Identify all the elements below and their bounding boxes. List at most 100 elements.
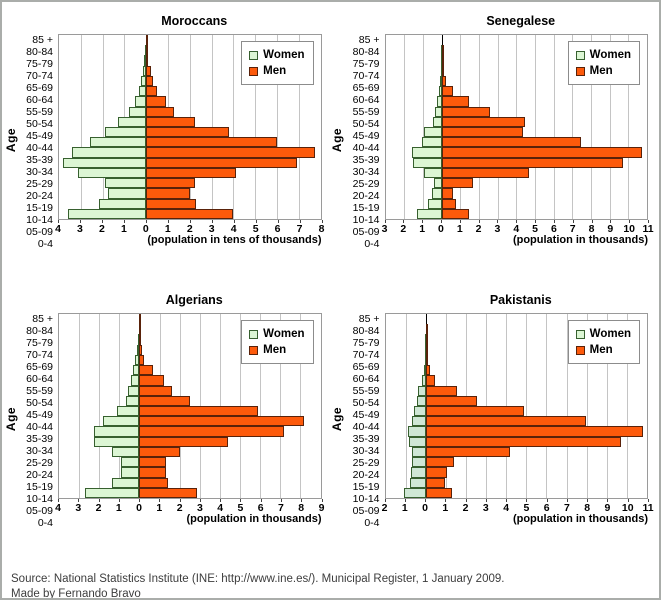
y-axis-title: Age <box>4 406 19 432</box>
bar-men <box>441 147 643 158</box>
bar-women <box>423 365 426 376</box>
bar-women <box>437 96 442 107</box>
bar-women <box>403 487 426 498</box>
gridline <box>606 314 608 498</box>
x-tick-label: 1 <box>115 501 122 514</box>
chart-title: Algerians <box>165 293 223 307</box>
bar-men <box>146 126 229 138</box>
age-tick-label: 75-79 <box>352 337 380 349</box>
bar-men <box>441 65 444 76</box>
legend-label-men: Men <box>263 65 287 77</box>
gridline <box>586 314 588 498</box>
gridline <box>405 314 407 498</box>
age-tick-label: 70-74 <box>26 349 53 361</box>
x-tick-label: 6 <box>257 501 264 514</box>
chart-body: Age 85 +80-84 75-79 70-74 65-69 60-64 55-59 50… <box>4 313 331 529</box>
bar-men <box>425 385 457 396</box>
bar-women <box>117 405 140 417</box>
bar-women <box>434 106 442 117</box>
legend-label-men: Men <box>589 344 613 356</box>
x-tick-label: 8 <box>584 501 591 514</box>
bar-women <box>416 208 442 219</box>
age-tick-label: 60-64 <box>26 373 53 385</box>
bar-women <box>411 147 442 158</box>
legend-label-women: Women <box>263 328 305 340</box>
age-tick-label: 05-09 <box>352 226 380 238</box>
x-tick-label: 4 <box>230 222 237 235</box>
gridline <box>628 35 630 219</box>
x-tick-label: 3 <box>75 501 82 514</box>
bar-men <box>441 167 530 179</box>
legend-item-women: Women <box>575 326 631 342</box>
x-tick-label: 1 <box>456 222 463 235</box>
gridline <box>99 314 101 498</box>
bar-men <box>139 314 142 325</box>
bar-women <box>135 96 147 107</box>
x-tick-label: 1 <box>401 501 408 514</box>
x-tick-label: 2 <box>95 501 102 514</box>
x-tick-label: 6 <box>543 501 550 514</box>
women-swatch-icon <box>249 50 259 60</box>
x-tick-mark <box>404 498 406 502</box>
bar-women <box>412 446 426 458</box>
x-axis-ticks: 2 1 0 1 2 3 4 5 6 7 8 9 10 11 <box>382 498 654 514</box>
x-tick-label: 5 <box>532 222 538 235</box>
x-tick-mark <box>167 219 169 223</box>
x-tick-mark <box>506 498 508 502</box>
x-tick-mark <box>485 498 487 502</box>
age-tick-label: 55-59 <box>352 385 380 397</box>
bar-women <box>428 198 442 209</box>
legend-item-women: Women <box>249 47 305 63</box>
x-tick-mark <box>553 219 555 223</box>
bar-men <box>441 137 581 148</box>
legend-item-men: Men <box>575 342 631 358</box>
gridline <box>609 35 611 219</box>
x-tick-label: 3 <box>77 222 83 235</box>
women-swatch-icon <box>575 329 585 339</box>
gridline <box>553 35 555 219</box>
age-tick-label: 45-49 <box>26 130 53 142</box>
x-tick-mark <box>478 219 480 223</box>
y-axis-tick-labels: 85 +80-84 75-79 70-74 65-69 60-64 55-59 50-54 4… <box>345 313 385 529</box>
x-tick-mark <box>572 219 574 223</box>
age-tick-label: 40-44 <box>352 142 380 154</box>
x-axis-title: (population in tens of thousands) <box>147 234 322 246</box>
age-tick-label: 65-69 <box>352 361 380 373</box>
bar-men <box>146 55 149 66</box>
bar-women <box>137 344 140 355</box>
bar-women <box>414 405 426 417</box>
age-tick-label: 55-59 <box>352 106 380 118</box>
age-tick-label: 80-84 <box>352 325 380 337</box>
bar-men <box>139 487 197 498</box>
age-tick-label: 10-14 <box>26 493 53 505</box>
x-axis-title: (population in thousands) <box>512 234 648 246</box>
x-axis-ticks: 4 3 2 1 0 1 2 3 4 5 6 7 8 <box>55 219 324 235</box>
men-swatch-icon <box>575 345 585 355</box>
x-tick-label: 0 <box>136 501 142 514</box>
bar-women <box>77 167 147 179</box>
bar-men <box>441 198 457 209</box>
bar-women <box>407 426 426 437</box>
x-tick-mark <box>384 219 386 223</box>
x-tick-label: 4 <box>55 222 61 235</box>
bar-women <box>128 385 140 396</box>
bar-women <box>126 395 140 406</box>
bar-men <box>425 436 621 447</box>
gridline <box>566 314 568 498</box>
bar-men <box>441 188 454 199</box>
y-axis-title-wrap: Age <box>4 34 18 246</box>
bar-women <box>128 106 147 117</box>
bar-men <box>139 334 142 345</box>
legend: Women Men <box>567 320 640 364</box>
age-tick-label: 60-64 <box>352 94 380 106</box>
age-tick-label: 50-54 <box>352 118 380 130</box>
age-tick-label: 85 + <box>32 34 53 46</box>
x-tick-mark <box>139 498 141 502</box>
x-tick-label: 10 <box>621 501 634 514</box>
bar-women <box>89 137 147 148</box>
bar-women <box>416 395 426 406</box>
bar-men <box>146 45 149 56</box>
x-tick-label: 4 <box>55 501 61 514</box>
bar-men <box>441 75 446 87</box>
age-tick-label: 25-29 <box>352 457 380 469</box>
